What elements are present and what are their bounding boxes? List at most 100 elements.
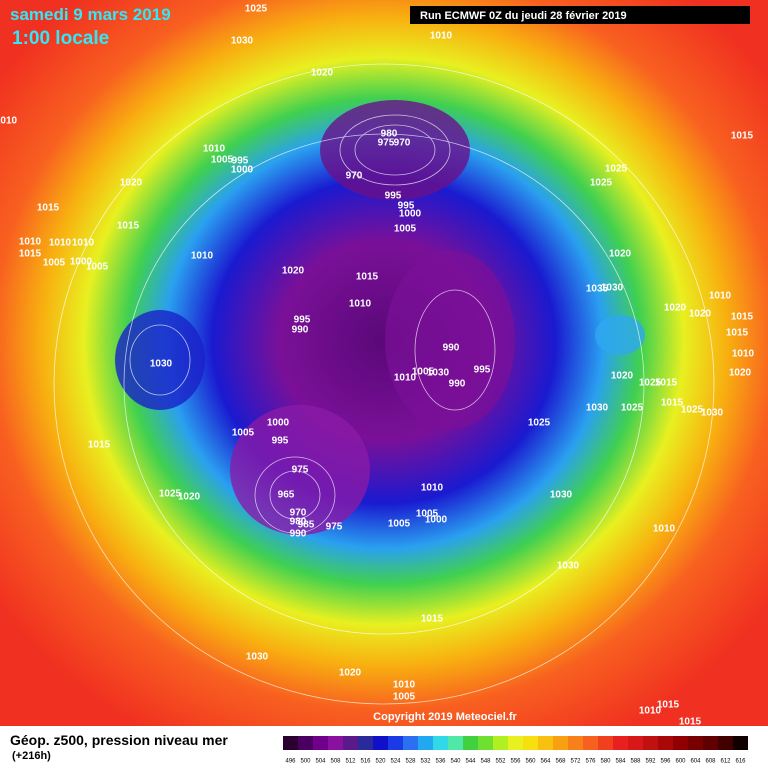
legend-label: 612 xyxy=(720,759,731,765)
isobar-label: 1010 xyxy=(0,116,18,127)
isobar-label: 1030 xyxy=(246,652,269,663)
isobar-label: 995 xyxy=(385,191,402,202)
footer-title: Géop. z500, pression niveau mer xyxy=(10,732,228,748)
legend-label: 536 xyxy=(435,759,446,765)
isobar-label: 985 xyxy=(298,520,315,531)
isobar-label: 1015 xyxy=(726,328,749,339)
legend-label: 520 xyxy=(375,759,386,765)
legend-label: 544 xyxy=(465,759,476,765)
isobar-label: 1010 xyxy=(639,706,662,717)
isobar-label: 1015 xyxy=(731,131,754,142)
lead-time: (+216h) xyxy=(12,750,51,762)
legend-label: 556 xyxy=(510,759,521,765)
isobar-label: 1020 xyxy=(120,178,143,189)
isobar-label: 1010 xyxy=(421,483,444,494)
run-box xyxy=(410,6,750,24)
isobar-label: 1025 xyxy=(245,4,268,15)
legend-label: 576 xyxy=(585,759,596,765)
isobar-label: 1000 xyxy=(231,165,254,176)
legend-label: 528 xyxy=(405,759,416,765)
copyright: Copyright 2019 Meteociel.fr xyxy=(373,711,517,723)
isobar-label: 1005 xyxy=(232,428,255,439)
legend-swatch xyxy=(478,736,493,750)
isobar-label: 1020 xyxy=(689,309,712,320)
isobar-label: 1010 xyxy=(430,31,453,42)
legend-swatch xyxy=(523,736,538,750)
legend-swatch xyxy=(373,736,388,750)
isobar-label: 1020 xyxy=(729,368,752,379)
legend-label: 584 xyxy=(615,759,626,765)
date: samedi 9 mars 2019 xyxy=(10,5,171,24)
isobar-label: 1010 xyxy=(203,144,226,155)
legend-label: 504 xyxy=(315,759,326,765)
isobar-label: 1000 xyxy=(267,418,290,429)
isobar-label: 1020 xyxy=(311,68,334,79)
isobar-label: 1005 xyxy=(86,262,109,273)
isobar-label: 1030 xyxy=(557,561,580,572)
isobar-label: 1010 xyxy=(393,680,416,691)
isobar-label: 1030 xyxy=(701,408,724,419)
legend-swatch xyxy=(553,736,568,750)
isobar-label: 1015 xyxy=(37,203,60,214)
isobar-label: 1030 xyxy=(231,36,254,47)
legend-swatch xyxy=(403,736,418,750)
isobar-label: 980 xyxy=(290,517,307,528)
isobar-label: 1010 xyxy=(709,291,732,302)
low-area xyxy=(320,100,470,200)
low-area xyxy=(230,405,370,535)
legend-swatch xyxy=(463,736,478,750)
isobar-label: 1005 xyxy=(43,258,66,269)
legend-label: 560 xyxy=(525,759,536,765)
legend-swatch xyxy=(613,736,628,750)
isobar-label: 1010 xyxy=(72,238,95,249)
isobar-label: 975 xyxy=(326,522,343,533)
legend-swatch xyxy=(673,736,688,750)
legend-label: 508 xyxy=(330,759,341,765)
legend-label: 500 xyxy=(300,759,311,765)
isobar-label: 1015 xyxy=(655,378,678,389)
legend-swatch xyxy=(298,736,313,750)
isobar-label: 1005 xyxy=(416,509,439,520)
isobar-label: 970 xyxy=(394,138,411,149)
isobar-label: 1025 xyxy=(621,403,644,414)
isobar-label: 1000 xyxy=(425,515,448,526)
low-area xyxy=(115,310,205,410)
legend-swatch xyxy=(448,736,463,750)
isobar-label: 1030 xyxy=(150,359,173,370)
isobar-label: 1010 xyxy=(653,524,676,535)
legend-swatch xyxy=(343,736,358,750)
isobar-label: 1015 xyxy=(679,717,702,728)
legend-label: 572 xyxy=(570,759,581,765)
legend-label: 552 xyxy=(495,759,506,765)
isobar-label: 1015 xyxy=(117,221,140,232)
legend-swatch xyxy=(568,736,583,750)
isobar-label: 1020 xyxy=(611,371,634,382)
isobar-label: 990 xyxy=(449,379,466,390)
legend-swatch xyxy=(703,736,718,750)
isobar-label: 990 xyxy=(290,529,307,540)
isobar-label: 1000 xyxy=(399,209,422,220)
legend-swatch xyxy=(538,736,553,750)
legend-label: 596 xyxy=(660,759,671,765)
legend-swatch xyxy=(643,736,658,750)
isobar-label: 1010 xyxy=(732,349,755,360)
legend-swatch xyxy=(583,736,598,750)
legend-label: 600 xyxy=(675,759,686,765)
isobar-label: 1020 xyxy=(609,249,632,260)
isobar-label: 1020 xyxy=(664,303,687,314)
legend-label: 512 xyxy=(345,759,356,765)
isobar-label: 1025 xyxy=(639,378,662,389)
legend-label: 564 xyxy=(540,759,551,765)
isobar-label: 1000 xyxy=(70,257,93,268)
legend-swatch xyxy=(718,736,733,750)
isobar-label: 1025 xyxy=(159,489,182,500)
legend-label: 568 xyxy=(555,759,566,765)
legend-swatch xyxy=(733,736,748,750)
legend-swatch xyxy=(388,736,403,750)
isobar-label: 1020 xyxy=(178,492,201,503)
isobar-label: 1015 xyxy=(88,440,111,451)
legend-label: 588 xyxy=(630,759,641,765)
legend-label: 604 xyxy=(690,759,701,765)
isobar-label: 1030 xyxy=(601,283,624,294)
isobar-label: 970 xyxy=(290,508,307,519)
